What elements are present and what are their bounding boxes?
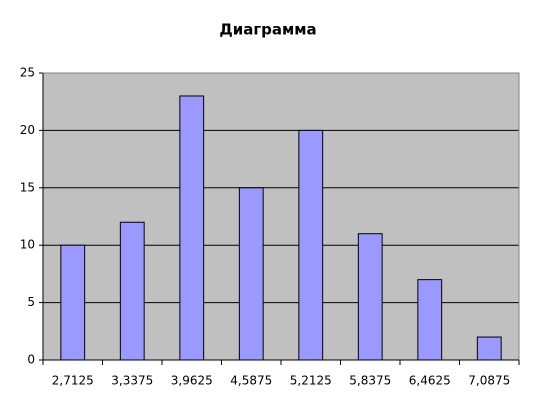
x-tick-label: 3,3375	[111, 374, 153, 388]
bar	[417, 279, 443, 361]
y-tick-label: 5	[27, 295, 35, 309]
x-tick-label: 6,4625	[409, 374, 451, 388]
chart-title: Диаграмма	[219, 21, 316, 39]
x-tick-label: 5,2125	[290, 374, 332, 388]
y-tick-label: 25	[20, 66, 35, 80]
y-tick-label: 0	[27, 353, 35, 367]
bar	[476, 336, 502, 361]
bar	[357, 233, 383, 361]
y-tick-label: 15	[20, 180, 35, 194]
y-tick-label: 20	[20, 123, 35, 137]
bar	[119, 221, 145, 361]
plot-area	[43, 73, 519, 360]
bar	[179, 95, 205, 361]
x-tick-label: 2,7125	[52, 374, 94, 388]
bar	[298, 129, 324, 361]
bar	[238, 187, 264, 361]
x-tick-label: 3,9625	[171, 374, 213, 388]
x-tick-label: 7,0875	[468, 374, 510, 388]
x-tick-label: 5,8375	[349, 374, 391, 388]
x-tick-label: 4,5875	[230, 374, 272, 388]
y-tick-label: 10	[20, 238, 35, 252]
bar	[60, 244, 86, 361]
